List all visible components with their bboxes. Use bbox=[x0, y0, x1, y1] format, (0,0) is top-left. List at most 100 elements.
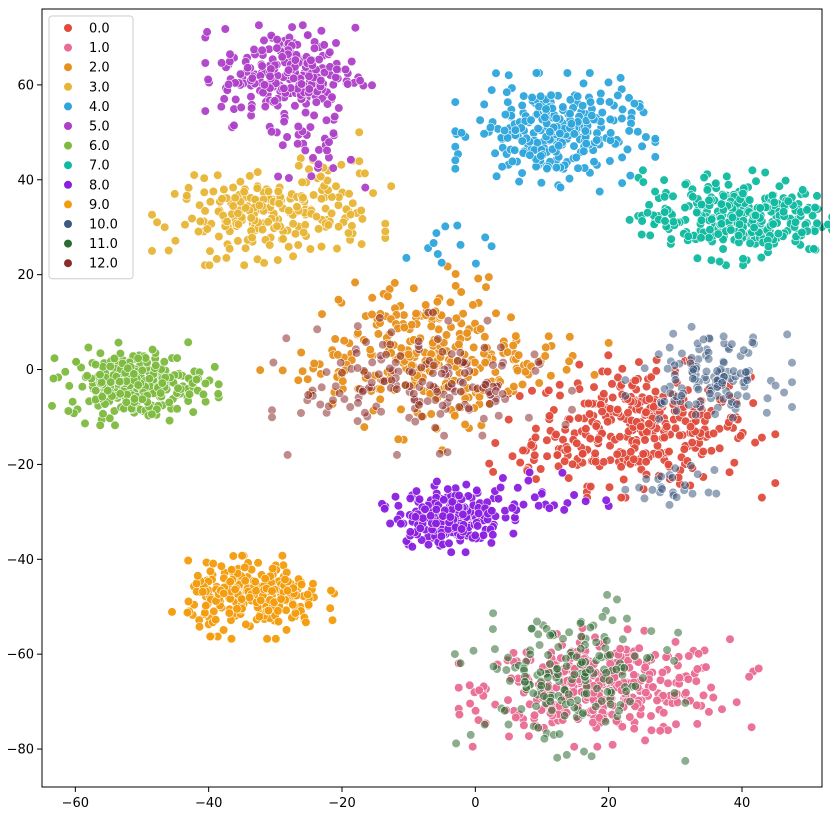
data-point bbox=[575, 618, 586, 628]
data-point bbox=[325, 47, 335, 57]
data-point bbox=[569, 742, 579, 752]
data-point bbox=[494, 411, 504, 421]
data-point bbox=[701, 662, 711, 672]
data-point bbox=[228, 201, 238, 211]
data-point bbox=[533, 357, 544, 367]
data-point bbox=[649, 433, 660, 444]
data-point bbox=[591, 637, 601, 647]
data-point bbox=[496, 342, 506, 352]
data-point bbox=[567, 405, 577, 415]
data-point bbox=[488, 360, 498, 370]
data-point bbox=[353, 321, 363, 331]
data-point bbox=[555, 390, 565, 401]
data-point bbox=[187, 213, 197, 224]
data-point bbox=[60, 367, 70, 377]
data-point bbox=[284, 173, 294, 183]
data-point bbox=[319, 67, 330, 77]
data-point bbox=[750, 438, 760, 448]
data-point bbox=[465, 680, 475, 690]
data-point bbox=[164, 397, 174, 408]
data-point bbox=[552, 450, 563, 460]
data-point bbox=[762, 393, 773, 403]
data-point bbox=[504, 731, 514, 742]
data-point bbox=[227, 565, 237, 575]
data-point bbox=[827, 212, 830, 221]
data-point bbox=[219, 625, 229, 635]
data-point bbox=[637, 141, 647, 151]
data-point bbox=[539, 734, 550, 744]
data-point bbox=[246, 213, 256, 223]
data-point bbox=[327, 192, 337, 202]
data-point bbox=[688, 192, 698, 202]
data-point bbox=[724, 390, 734, 400]
data-point bbox=[621, 686, 631, 696]
data-point bbox=[205, 246, 215, 256]
data-point bbox=[418, 513, 428, 523]
data-point bbox=[204, 260, 214, 270]
legend: 0.0 1.0 2.0 3.0 4.0 5.0 6.0 7.0 8.0 9.0 10.0 11.0 12… bbox=[48, 15, 134, 280]
data-point bbox=[607, 615, 618, 625]
data-point bbox=[500, 706, 510, 716]
data-point bbox=[456, 128, 467, 138]
data-point bbox=[516, 704, 527, 714]
data-point bbox=[254, 612, 264, 622]
data-point bbox=[228, 182, 238, 193]
data-point bbox=[407, 542, 417, 552]
data-point bbox=[565, 697, 576, 708]
data-point bbox=[241, 243, 251, 253]
data-point bbox=[268, 563, 278, 574]
legend-marker bbox=[64, 43, 72, 52]
data-point bbox=[357, 239, 367, 249]
data-point bbox=[557, 468, 568, 478]
data-point bbox=[773, 229, 784, 239]
data-point bbox=[607, 379, 617, 389]
data-point bbox=[322, 99, 333, 109]
data-point bbox=[151, 360, 161, 371]
data-point bbox=[768, 219, 778, 229]
data-point bbox=[581, 139, 591, 149]
data-point bbox=[280, 574, 290, 585]
data-point bbox=[504, 415, 514, 425]
data-point bbox=[630, 651, 640, 661]
data-point bbox=[192, 375, 202, 385]
data-point bbox=[201, 601, 211, 611]
data-point bbox=[586, 751, 597, 761]
data-point bbox=[460, 368, 470, 378]
data-point bbox=[566, 119, 577, 129]
data-point bbox=[219, 94, 229, 104]
data-point bbox=[663, 364, 673, 374]
data-point bbox=[714, 257, 725, 267]
data-point bbox=[454, 490, 464, 501]
data-point bbox=[245, 171, 255, 181]
data-point bbox=[544, 411, 555, 421]
data-point bbox=[790, 217, 801, 227]
data-point bbox=[540, 112, 550, 122]
data-point bbox=[267, 412, 277, 422]
data-point bbox=[517, 100, 527, 111]
data-point bbox=[680, 480, 690, 490]
data-point bbox=[581, 688, 592, 699]
data-point bbox=[589, 157, 599, 167]
data-point bbox=[579, 746, 589, 757]
data-point bbox=[228, 551, 238, 561]
data-point bbox=[572, 438, 582, 448]
data-point bbox=[604, 97, 615, 107]
data-point bbox=[503, 652, 513, 663]
data-point bbox=[292, 202, 302, 212]
data-point bbox=[646, 372, 656, 382]
data-point bbox=[82, 371, 92, 381]
data-point bbox=[98, 409, 108, 419]
data-point bbox=[499, 126, 510, 136]
data-point bbox=[659, 433, 669, 443]
data-point bbox=[265, 240, 275, 250]
data-point bbox=[67, 397, 78, 407]
data-point bbox=[480, 380, 491, 390]
data-point bbox=[573, 413, 584, 423]
data-point bbox=[263, 605, 274, 616]
data-point bbox=[308, 579, 318, 589]
data-point bbox=[641, 474, 651, 484]
data-point bbox=[430, 395, 440, 405]
data-point bbox=[617, 722, 627, 732]
data-point bbox=[530, 432, 541, 443]
data-point bbox=[564, 174, 575, 184]
